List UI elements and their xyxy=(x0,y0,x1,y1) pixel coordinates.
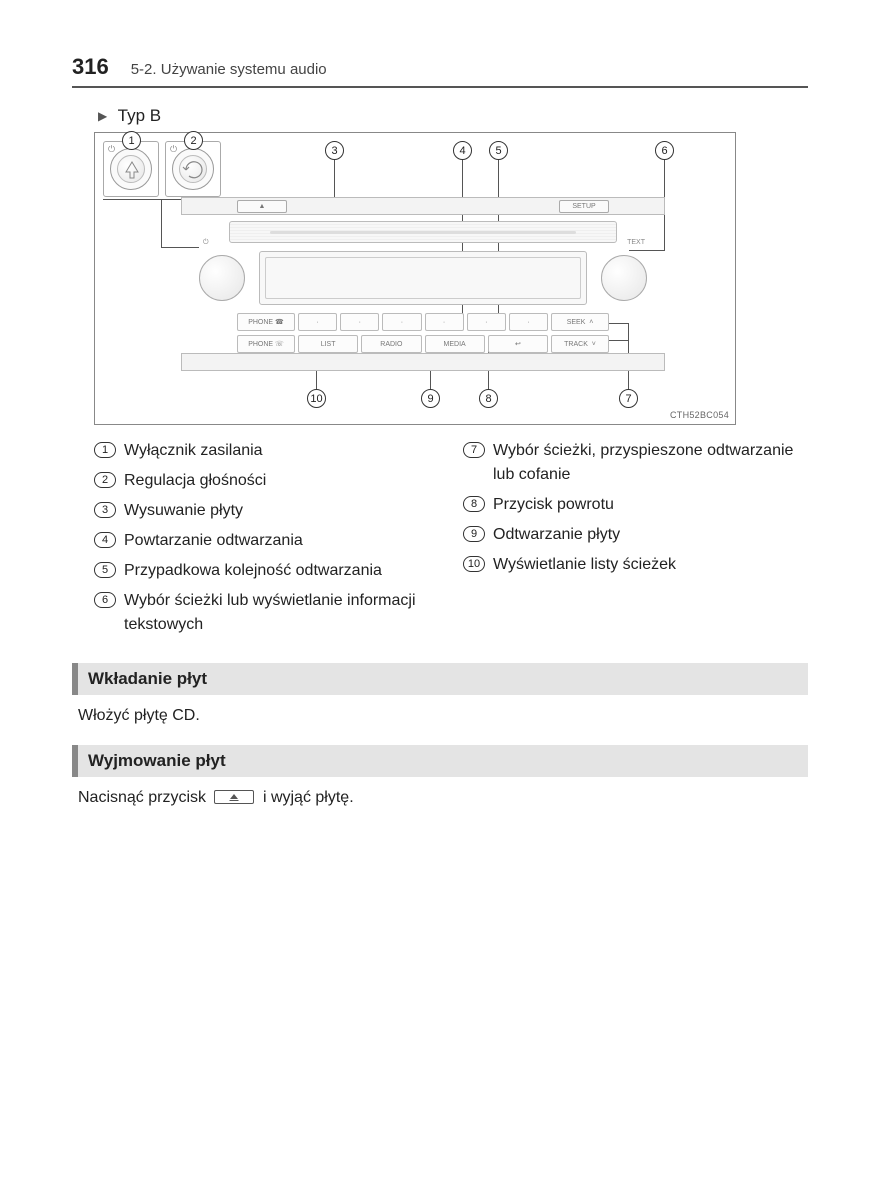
legend-item: Powtarzanie odtwarzania xyxy=(124,529,439,553)
preset-1: · xyxy=(298,313,337,331)
callout-2: 2 xyxy=(184,131,203,150)
callout-7: 7 xyxy=(619,389,638,408)
callout-1: 1 xyxy=(122,131,141,150)
radio-button: RADIO xyxy=(361,335,421,353)
preset-2: · xyxy=(340,313,379,331)
legend-item: Wybór ścieżki, przyspieszone odtwarzanie… xyxy=(493,439,808,487)
callout-4: 4 xyxy=(453,141,472,160)
callout-6: 6 xyxy=(655,141,674,160)
legend-item: Regulacja głośności xyxy=(124,469,439,493)
radio-unit: ▲ SETUP ⏻ TEXT PHONE ☎ · · · · · · SEEK xyxy=(181,197,665,371)
power-volume-knob xyxy=(199,255,245,301)
power-icon: ⏻ xyxy=(108,144,115,155)
callout-8: 8 xyxy=(479,389,498,408)
eject-icon xyxy=(214,790,254,804)
rotate-arrow-icon xyxy=(180,156,208,184)
up-arrow-icon xyxy=(118,156,146,184)
setup-button: SETUP xyxy=(559,200,609,213)
text-label: TEXT xyxy=(627,239,645,246)
back-button: ↩ xyxy=(488,335,548,353)
section-heading-insert: Wkładanie płyt xyxy=(72,663,808,695)
type-label: Typ B xyxy=(118,106,161,125)
page-header: 316 5-2. Używanie systemu audio xyxy=(72,54,808,88)
figure-code: CTH52BC054 xyxy=(670,410,729,420)
cd-slot xyxy=(229,221,617,243)
legend: 1Wyłącznik zasilania 2Regulacja głośnośc… xyxy=(94,439,808,643)
legend-col-right: 7Wybór ścieżki, przyspieszone odtwarzani… xyxy=(463,439,808,643)
legend-item: Przypadkowa kolejność odtwarzania xyxy=(124,559,439,583)
legend-item: Wyświetlanie listy ścieżek xyxy=(493,553,808,577)
legend-col-left: 1Wyłącznik zasilania 2Regulacja głośnośc… xyxy=(94,439,439,643)
legend-item: Odtwarzanie płyty xyxy=(493,523,808,547)
power-icon: ⏻ xyxy=(170,144,177,155)
callout-10: 10 xyxy=(307,389,326,408)
section-body-remove: Nacisnąć przycisk i wyjąć płytę. xyxy=(78,789,808,807)
section-body-insert: Włożyć płytę CD. xyxy=(78,707,808,725)
tune-knob xyxy=(601,255,647,301)
preset-row: PHONE ☎ · · · · · · SEEK ˄ xyxy=(237,313,609,331)
eject-button: ▲ xyxy=(237,200,287,213)
callout-5: 5 xyxy=(489,141,508,160)
section-label: 5-2. Używanie systemu audio xyxy=(131,61,327,78)
preset-4: · xyxy=(425,313,464,331)
legend-item: Wybór ścieżki lub wyświetlanie informacj… xyxy=(124,589,439,637)
function-row: PHONE ☏ LIST RADIO MEDIA ↩ TRACK ˅ xyxy=(237,335,609,353)
radio-diagram: ⏻ ⏻ xyxy=(94,132,736,425)
legend-item: Przycisk powrotu xyxy=(493,493,808,517)
callout-9: 9 xyxy=(421,389,440,408)
preset-6: · xyxy=(509,313,548,331)
legend-item: Wysuwanie płyty xyxy=(124,499,439,523)
phone-button-2: PHONE ☏ xyxy=(237,335,295,353)
page-number: 316 xyxy=(72,54,109,80)
callout-3: 3 xyxy=(325,141,344,160)
type-heading: ▶ Typ B xyxy=(98,106,808,126)
triangle-icon: ▶ xyxy=(98,109,107,123)
track-button: TRACK ˅ xyxy=(551,335,609,353)
section-heading-remove: Wyjmowanie płyt xyxy=(72,745,808,777)
legend-item: Wyłącznik zasilania xyxy=(124,439,439,463)
seek-button: SEEK ˄ xyxy=(551,313,609,331)
display-panel xyxy=(259,251,587,305)
media-button: MEDIA xyxy=(425,335,485,353)
list-button: LIST xyxy=(298,335,358,353)
preset-5: · xyxy=(467,313,506,331)
phone-button-1: PHONE ☎ xyxy=(237,313,295,331)
preset-3: · xyxy=(382,313,421,331)
